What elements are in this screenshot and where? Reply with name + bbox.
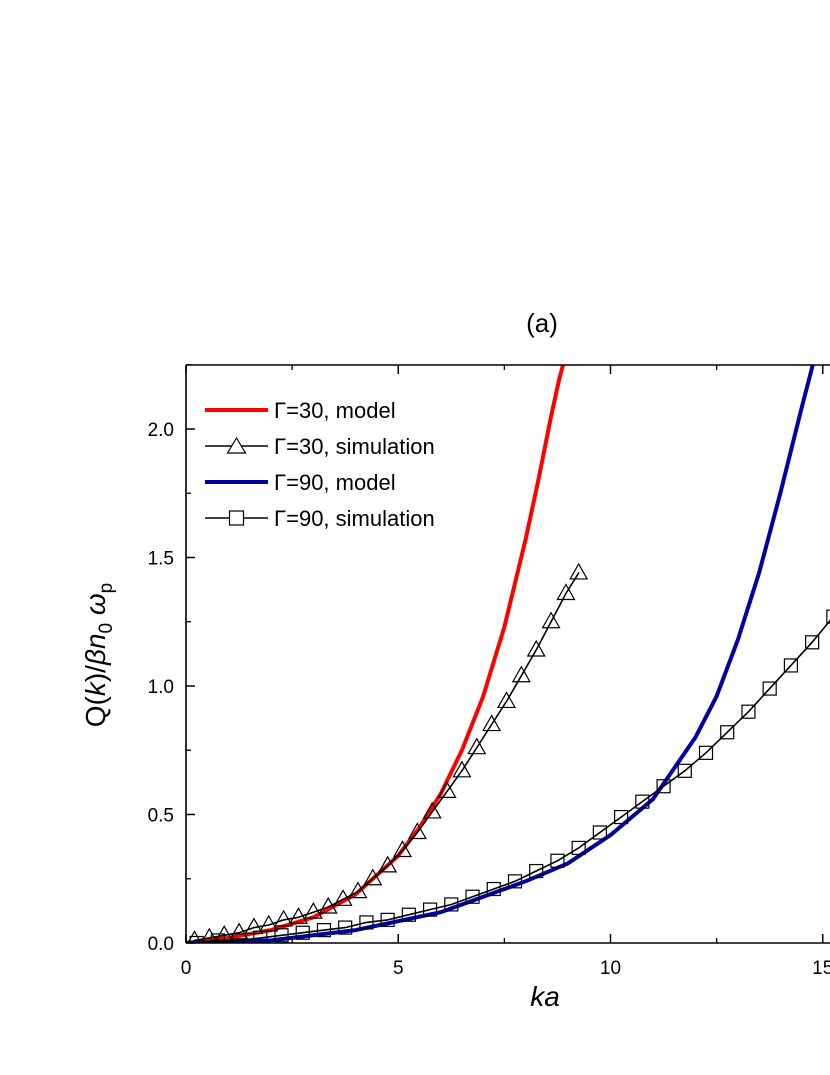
data-point-square [231,933,247,943]
data-point-triangle [452,760,472,778]
data-point-square [762,681,777,696]
data-point-square [401,907,416,922]
data-point-triangle [303,901,323,919]
legend-label-series-4: Γ=90, simulation [274,506,435,531]
data-point-square [316,923,332,938]
data-point-square [826,609,830,624]
series-line-4 [195,619,830,943]
data-point-triangle [392,840,413,858]
chart-title: (a) [526,308,558,338]
y-tick-label: 0.5 [148,806,174,827]
data-point-triangle [526,639,546,657]
data-point-triangle [437,781,457,798]
axis-ticks: 0 5 10 15 0.0 0.5 1.0 1.5 2.0 [148,364,830,979]
data-point-square [592,825,607,840]
x-tick-label: 15 [812,958,830,979]
x-tick-label: 5 [393,958,404,979]
data-point-triangle [556,583,576,601]
data-point-triangle [259,914,279,932]
data-point-triangle [318,896,338,914]
data-point-square [783,658,799,673]
data-point-square [720,725,735,740]
data-point-square [507,874,523,889]
y-tick-label: 1.0 [148,677,174,698]
data-point-square [338,920,353,935]
data-point-square [253,930,268,943]
data-point-triangle [407,822,427,840]
data-point-square [465,889,480,904]
legend-label-series-2: Γ=30, simulation [274,434,435,459]
data-point-triangle [200,927,219,943]
data-point-square [486,881,501,897]
data-point-triangle [363,868,383,886]
data-point-triangle [348,881,368,899]
data-point-triangle [511,665,531,683]
data-point-square [614,809,629,825]
series-line-3 [186,365,815,943]
legend-label-series-1: Γ=30, model [274,398,396,423]
data-point-triangle [482,714,502,732]
x-axis-title: ka [530,981,560,1012]
data-point-square [359,915,374,930]
data-point-triangle [467,737,487,755]
data-point-square [422,902,438,917]
plot-axes [185,364,830,944]
data-point-square [189,935,204,943]
data-point-triangle [288,907,309,924]
data-point-triangle [378,855,398,873]
plot-series [186,365,830,943]
legend-square-marker [228,510,245,526]
data-point-square [274,928,289,943]
legend-triangle-marker [226,436,247,454]
y-axis-title: Q(k)/βn0 ωp [80,583,117,728]
data-point-square [444,897,459,912]
data-point-triangle [229,922,249,940]
legend-label-series-3: Γ=90, model [274,470,396,495]
data-point-square [741,704,756,719]
data-point-square [295,925,310,940]
data-point-square [635,794,650,809]
data-point-triangle [569,562,589,580]
data-point-square [677,763,692,778]
y-tick-label: 0.0 [148,934,174,955]
data-point-square [380,912,395,927]
data-point-square [550,853,565,868]
data-point-square [571,840,586,856]
data-point-square [210,933,225,943]
data-point-square [656,779,671,794]
data-point-square [698,745,714,760]
data-point-triangle [422,801,442,819]
data-point-triangle [496,691,517,709]
data-point-triangle [333,889,353,906]
x-tick-label: 10 [600,958,621,979]
legend: Γ=30, model Γ=30, simulation Γ=90, model… [205,398,435,531]
data-point-triangle [274,909,294,927]
y-tick-label: 2.0 [148,420,174,441]
data-point-square [529,863,544,879]
y-tick-label: 1.5 [148,549,174,570]
data-point-triangle [541,611,561,629]
x-tick-label: 0 [181,958,192,979]
data-point-square [805,635,820,650]
